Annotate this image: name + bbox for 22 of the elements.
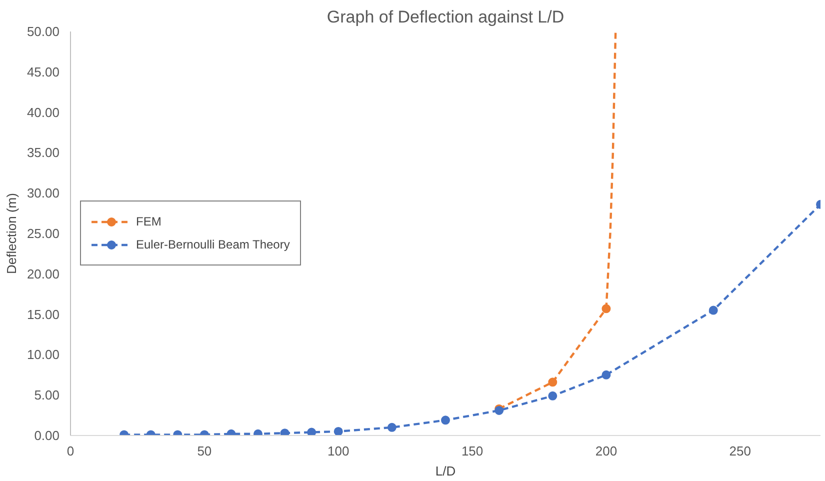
y-tick-label: 45.00 xyxy=(26,64,60,80)
x-tick-label: 250 xyxy=(729,444,751,458)
y-tick-label: 15.00 xyxy=(26,306,60,322)
y-axis-title: Deflection (m) xyxy=(4,193,19,274)
legend-label: FEM xyxy=(136,214,162,228)
x-tick-label: 0 xyxy=(66,444,74,458)
x-tick-label: 50 xyxy=(197,444,212,458)
y-tick-label: 0.00 xyxy=(34,428,60,443)
y-tick-label: 50.00 xyxy=(26,24,60,39)
legend-label: Euler-Bernoulli Beam Theory xyxy=(136,238,290,252)
y-tick-label: 5.00 xyxy=(34,388,60,403)
y-tick-label: 35.00 xyxy=(26,145,60,160)
y-tick-label: 40.00 xyxy=(26,104,60,120)
chart-title: Graph of Deflection against L/D xyxy=(326,8,564,26)
x-axis-title: L/D xyxy=(435,464,456,478)
x-tick-label: 150 xyxy=(461,444,484,458)
y-tick-label: 25.00 xyxy=(26,226,60,241)
y-tick-label: 20.00 xyxy=(26,266,60,282)
x-tick-label: 200 xyxy=(595,444,618,458)
x-tick-label: 100 xyxy=(328,444,350,458)
y-tick-label: 30.00 xyxy=(26,186,60,201)
y-tick-label: 10.00 xyxy=(26,347,60,362)
